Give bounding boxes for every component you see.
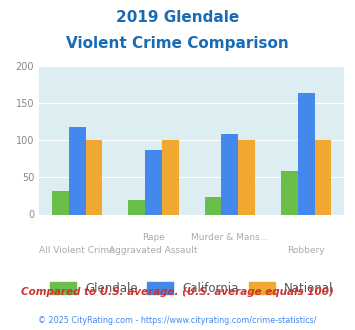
Bar — [162, 140, 179, 214]
Bar — [145, 150, 162, 214]
Bar — [86, 140, 102, 214]
Legend: Glendale, California, National: Glendale, California, National — [45, 277, 338, 299]
Text: All Violent Crime: All Violent Crime — [39, 246, 115, 255]
Text: 2019 Glendale: 2019 Glendale — [116, 10, 239, 25]
Text: Violent Crime Comparison: Violent Crime Comparison — [66, 36, 289, 51]
Bar — [69, 127, 86, 214]
Text: Rape: Rape — [142, 233, 165, 242]
Bar — [52, 191, 69, 214]
Text: Aggravated Assault: Aggravated Assault — [109, 246, 198, 255]
Bar — [222, 134, 238, 214]
Bar — [315, 140, 331, 214]
Bar — [281, 172, 298, 214]
Text: Robbery: Robbery — [288, 246, 325, 255]
Text: © 2025 CityRating.com - https://www.cityrating.com/crime-statistics/: © 2025 CityRating.com - https://www.city… — [38, 315, 317, 325]
Bar — [238, 140, 255, 214]
Text: Murder & Mans...: Murder & Mans... — [191, 233, 268, 242]
Bar — [298, 93, 315, 214]
Bar — [129, 200, 145, 215]
Text: Compared to U.S. average. (U.S. average equals 100): Compared to U.S. average. (U.S. average … — [21, 287, 334, 297]
Bar — [205, 197, 222, 214]
